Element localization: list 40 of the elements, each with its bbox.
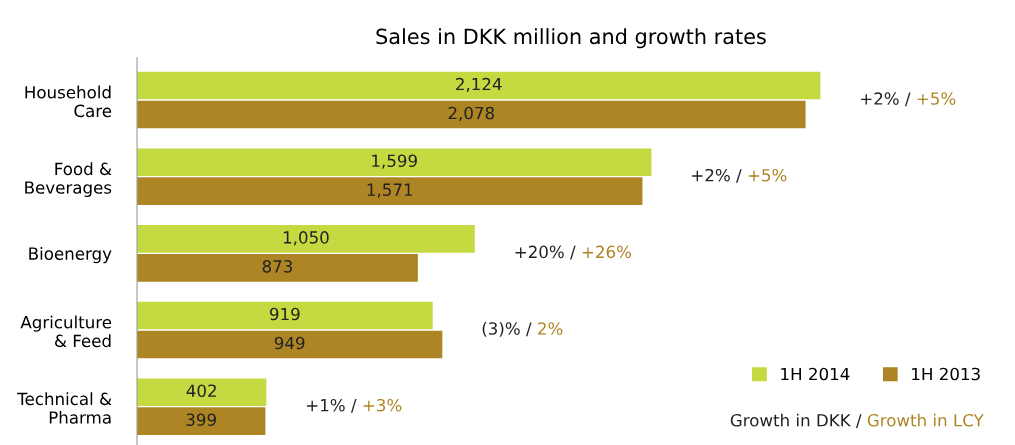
y-tick-label: Bioenergy: [29, 247, 112, 264]
y-tick-label: Technical & Pharma: [17, 392, 112, 424]
data-label: 919: [270, 307, 300, 321]
y-tick-label: Food & Beverages: [25, 162, 112, 198]
data-label: 1,599: [372, 154, 417, 169]
bar: [137, 254, 418, 282]
bar: [137, 177, 643, 205]
y-tick-label: Household Care: [25, 85, 112, 118]
bar: [137, 301, 433, 330]
annotation: +2% /: [692, 168, 742, 183]
data-label: 2,124: [456, 77, 502, 93]
data-label: 1,050: [283, 231, 329, 246]
bar: [137, 330, 443, 359]
annotation: +3%: [363, 398, 402, 412]
bar: [137, 407, 266, 435]
data-label: 2,078: [448, 106, 495, 122]
text: +2% /: [861, 92, 911, 107]
data-label: 949: [274, 336, 305, 350]
bar: [137, 71, 821, 100]
data-label: 873: [262, 260, 293, 273]
annotation: +1% /: [307, 398, 357, 413]
annotation: +5%: [748, 168, 787, 182]
data-label: 1,571: [367, 183, 413, 198]
annotation: 2%: [538, 322, 563, 335]
y-tick-label: Agriculture & Feed: [20, 315, 112, 348]
data-label: 402: [186, 384, 216, 398]
text: Growth in LCY: [867, 413, 984, 427]
bar: [137, 148, 652, 176]
annotation: Growth in DKK /: [730, 413, 862, 428]
chart-title: Sales in DKK million and growth rates: [376, 28, 766, 49]
data-label: 399: [186, 413, 216, 426]
annotation: (3)% /: [482, 321, 532, 337]
legend-label: 1H 2014: [781, 367, 850, 381]
bar: [137, 378, 267, 406]
annotation: +26%: [582, 245, 632, 259]
bar: [137, 100, 806, 129]
legend-label: 1H 2013: [912, 367, 980, 381]
annotation: +20% /: [515, 245, 576, 260]
text: +5%: [917, 92, 956, 105]
bar: [137, 225, 475, 253]
